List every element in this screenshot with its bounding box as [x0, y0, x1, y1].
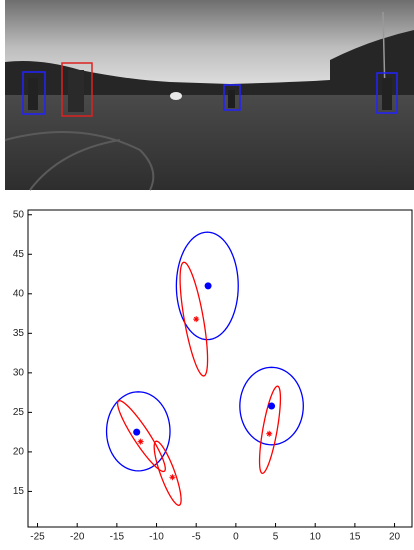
x-tick-label: 0: [233, 532, 239, 543]
plot-frame: [28, 210, 412, 527]
x-tick-label: 10: [310, 532, 322, 543]
x-tick-label: -20: [70, 532, 85, 543]
x-tick-label: -10: [149, 532, 164, 543]
y-tick-label: 35: [13, 328, 25, 339]
point: [268, 403, 275, 410]
y-tick-label: 40: [13, 288, 25, 299]
y-tick-label: 30: [13, 367, 25, 378]
x-tick-label: -25: [30, 532, 45, 543]
camera-photo: [5, 0, 414, 190]
y-tick-label: 50: [13, 209, 25, 220]
page: -25 -20 -15 -10 -5 0 5 10 15 20 15 20 25 30 35 40 45 50: [0, 0, 414, 545]
y-tick-label: 20: [13, 447, 25, 458]
x-tick-label: 5: [273, 532, 279, 543]
x-tick-label: -15: [110, 532, 125, 543]
y-tick-label: 45: [13, 249, 25, 260]
x-tick-label: 15: [349, 532, 361, 543]
y-tick-label: 25: [13, 407, 25, 418]
point: [205, 282, 212, 289]
point: [133, 429, 140, 436]
x-tick-label: -5: [192, 532, 201, 543]
y-tick-label: 15: [13, 486, 25, 497]
x-tick-label: 20: [389, 532, 401, 543]
